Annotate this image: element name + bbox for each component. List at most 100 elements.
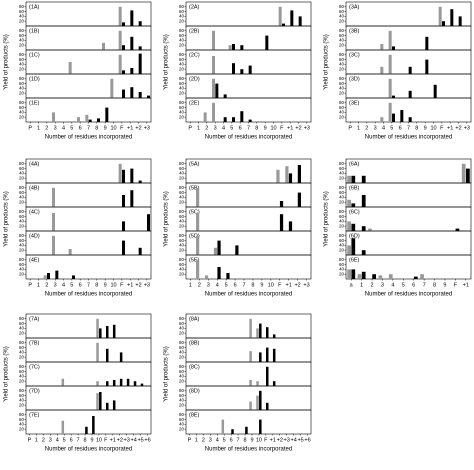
x-tick-label: 5 <box>70 125 73 131</box>
bar <box>372 274 376 279</box>
bar <box>266 347 269 362</box>
y-tick-label: 40 <box>179 38 185 43</box>
y-tick-label: 60 <box>179 105 185 110</box>
y-tick-label: 80 <box>179 161 185 166</box>
bar <box>266 366 269 386</box>
bar <box>122 240 125 255</box>
x-tick-label: 1 <box>37 282 40 288</box>
x-tick-label: +2 <box>455 125 461 131</box>
x-tick-label: +2 <box>117 437 123 443</box>
y-tick-label: 80 <box>19 340 25 345</box>
bar <box>248 65 252 74</box>
x-tick-label: 8 <box>95 282 98 288</box>
panel-label: (3A) <box>349 4 360 10</box>
bar <box>138 46 142 50</box>
x-tick-label: P <box>28 125 32 131</box>
bar <box>96 318 99 338</box>
y-tick-label: 40 <box>339 195 345 200</box>
y-tick-label: 20 <box>19 66 25 71</box>
bar <box>68 249 72 255</box>
bar <box>85 426 88 434</box>
x-tick-label: F <box>104 437 108 443</box>
x-tick-label: 4 <box>222 125 225 131</box>
bar <box>228 45 232 50</box>
bar <box>297 192 301 207</box>
x-tick-label: 4 <box>62 125 65 131</box>
y-tick-label: 20 <box>179 247 185 252</box>
x-tick-label: 5 <box>402 282 405 288</box>
y-tick-label: 40 <box>339 171 345 176</box>
y-tick-label: 40 <box>19 326 25 331</box>
bar <box>102 42 105 50</box>
y-axis-label: Yield of products (%) <box>324 34 330 89</box>
y-tick-label: 40 <box>19 195 25 200</box>
bar <box>378 275 383 279</box>
y-tick-label: 80 <box>179 28 185 33</box>
y-tick-label: 20 <box>339 42 345 47</box>
panel-label: (1E) <box>29 100 40 106</box>
bar <box>249 380 252 386</box>
bar <box>357 274 362 279</box>
x-tick-label: +3 <box>144 125 150 131</box>
x-tick-label: 9 <box>90 437 93 443</box>
x-tick-label: +6 <box>144 437 150 443</box>
bar <box>106 348 109 362</box>
bar <box>122 89 125 98</box>
bar <box>249 401 252 410</box>
bar <box>130 68 134 74</box>
y-tick-label: 20 <box>19 378 25 383</box>
x-tick-label: 3 <box>381 282 384 288</box>
bar <box>249 318 252 338</box>
bar <box>265 35 269 50</box>
y-tick-label: 20 <box>339 66 345 71</box>
bar <box>388 30 392 50</box>
x-tick-label: 2 <box>198 282 201 288</box>
bar <box>380 66 384 74</box>
y-tick-label: 40 <box>179 195 185 200</box>
panel-label: (1C) <box>29 52 40 58</box>
x-tick-label: +3 <box>144 282 150 288</box>
bar <box>72 275 75 279</box>
x-axis-label: Number of residues incorporated <box>45 292 132 298</box>
x-tick-label: 6 <box>79 282 82 288</box>
y-tick-label: 20 <box>179 402 185 407</box>
x-tick-label: 6 <box>79 125 82 131</box>
y-tick-label: 20 <box>179 426 185 431</box>
x-tick-label: +1 <box>447 125 453 131</box>
y-tick-label: 40 <box>339 62 345 67</box>
x-tick-label: 6 <box>70 437 73 443</box>
bar <box>240 111 244 122</box>
bar <box>455 228 460 231</box>
panel-label: (2E) <box>189 100 200 106</box>
panel-label: (1D) <box>29 76 40 82</box>
y-tick-label: 20 <box>19 90 25 95</box>
y-tick-label: 80 <box>179 76 185 81</box>
x-tick-label: 3 <box>214 125 217 131</box>
y-tick-label: 40 <box>19 86 25 91</box>
bar <box>259 352 262 362</box>
bar <box>133 381 137 386</box>
bar <box>347 199 351 207</box>
bar <box>221 419 225 434</box>
bar <box>43 275 47 279</box>
y-tick-label: 20 <box>19 247 25 252</box>
x-tick-label: 4 <box>62 282 65 288</box>
y-tick-label: 60 <box>19 81 25 86</box>
bar <box>298 16 302 26</box>
y-tick-label: 80 <box>179 185 185 190</box>
y-tick-label: 20 <box>19 402 25 407</box>
bar <box>118 54 122 74</box>
bar <box>276 169 280 183</box>
panel-frame <box>185 158 312 184</box>
x-tick-label: 2 <box>45 282 48 288</box>
y-tick-label: 20 <box>339 18 345 23</box>
y-tick-label: 20 <box>339 223 345 228</box>
y-tick-label: 80 <box>19 257 25 262</box>
y-tick-label: 80 <box>179 412 185 417</box>
bar <box>392 113 395 122</box>
bar <box>118 163 122 183</box>
x-tick-label: +2 <box>277 437 283 443</box>
bar <box>361 250 366 255</box>
x-tick-label: 9 <box>443 282 446 288</box>
